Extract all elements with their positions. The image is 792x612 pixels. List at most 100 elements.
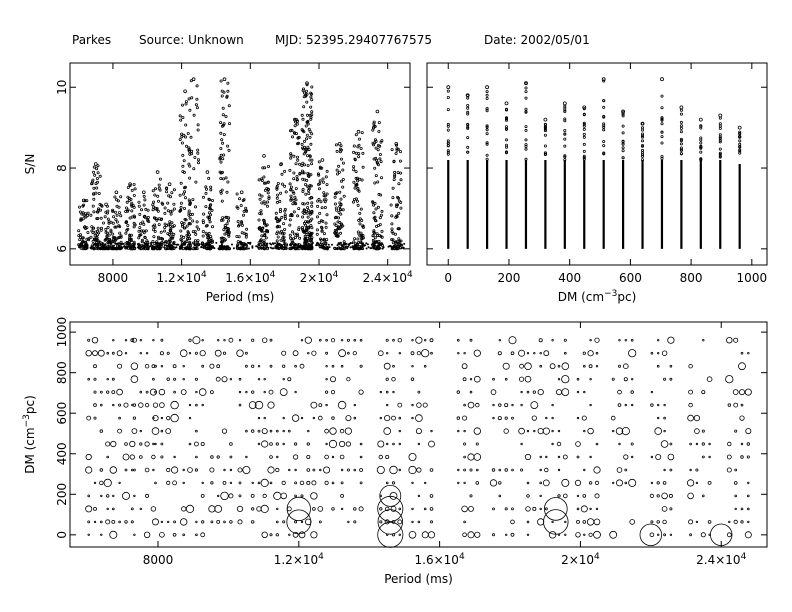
data-point bbox=[276, 245, 279, 248]
data-point bbox=[312, 416, 316, 420]
data-point bbox=[747, 520, 750, 524]
data-point bbox=[340, 481, 344, 485]
data-point bbox=[359, 146, 363, 150]
data-point bbox=[466, 136, 470, 140]
data-point bbox=[656, 494, 660, 498]
data-point bbox=[539, 481, 542, 485]
data-point bbox=[100, 403, 103, 407]
data-point bbox=[622, 363, 629, 370]
data-point bbox=[221, 218, 225, 222]
data-point bbox=[171, 235, 175, 239]
data-point bbox=[261, 531, 268, 538]
data-point bbox=[359, 338, 363, 342]
data-point bbox=[526, 429, 530, 433]
data-point bbox=[99, 480, 104, 486]
data-point bbox=[557, 455, 561, 459]
data-point bbox=[244, 351, 248, 355]
data-point bbox=[466, 110, 470, 114]
data-point bbox=[93, 506, 97, 511]
data-point bbox=[112, 403, 115, 407]
data-point bbox=[85, 505, 93, 513]
data-point bbox=[462, 415, 468, 421]
data-point bbox=[397, 211, 401, 215]
data-point bbox=[282, 235, 286, 239]
data-point bbox=[295, 122, 299, 126]
data-point bbox=[157, 223, 161, 227]
data-point bbox=[106, 225, 110, 229]
data-point bbox=[133, 243, 136, 246]
data-point bbox=[347, 243, 350, 246]
data-point bbox=[359, 481, 363, 485]
data-point bbox=[660, 94, 664, 98]
data-point bbox=[520, 390, 523, 394]
data-point bbox=[87, 237, 91, 241]
data-point bbox=[311, 241, 314, 244]
data-point bbox=[325, 183, 329, 187]
data-point bbox=[679, 105, 684, 110]
data-point bbox=[187, 237, 191, 241]
data-point bbox=[160, 429, 164, 433]
data-point bbox=[125, 206, 129, 210]
data-point bbox=[582, 157, 586, 161]
data-point bbox=[196, 239, 200, 243]
data-point bbox=[359, 246, 362, 248]
data-point bbox=[219, 240, 223, 244]
data-point bbox=[172, 242, 175, 245]
data-point bbox=[302, 171, 306, 175]
data-point bbox=[213, 247, 216, 250]
data-point bbox=[378, 157, 382, 161]
data-point bbox=[336, 247, 339, 250]
data-point bbox=[114, 190, 119, 195]
data-point bbox=[595, 442, 599, 446]
data-point bbox=[718, 152, 722, 156]
data-point bbox=[189, 135, 193, 139]
x-tick-label: 2×104 bbox=[300, 270, 339, 285]
data-point bbox=[411, 416, 414, 420]
data-point bbox=[124, 339, 128, 342]
data-point bbox=[225, 190, 229, 194]
data-point bbox=[288, 168, 292, 172]
data-point bbox=[188, 403, 192, 407]
data-point bbox=[112, 339, 115, 342]
data-point bbox=[340, 247, 344, 251]
data-point bbox=[563, 338, 567, 342]
data-point bbox=[306, 154, 310, 158]
data-point bbox=[169, 245, 172, 248]
data-point bbox=[621, 140, 625, 144]
data-point bbox=[190, 96, 194, 100]
data-point bbox=[178, 193, 182, 197]
data-point bbox=[155, 170, 160, 174]
data-point bbox=[503, 428, 509, 434]
data-point bbox=[339, 179, 343, 183]
data-point bbox=[338, 440, 346, 448]
data-point bbox=[223, 247, 226, 250]
data-point bbox=[188, 352, 192, 355]
data-point bbox=[278, 210, 282, 214]
data-point bbox=[92, 192, 96, 196]
data-point bbox=[594, 337, 600, 343]
data-point bbox=[650, 455, 654, 459]
data-point bbox=[141, 244, 144, 247]
data-point bbox=[117, 236, 121, 240]
x-axis-label: Period (ms) bbox=[206, 290, 275, 304]
data-point bbox=[657, 352, 660, 355]
data-point bbox=[361, 151, 365, 155]
data-point bbox=[300, 494, 304, 498]
data-point bbox=[356, 129, 361, 134]
data-point bbox=[168, 239, 172, 243]
data-point bbox=[304, 89, 308, 93]
data-point bbox=[397, 237, 401, 241]
data-point bbox=[132, 182, 136, 186]
data-point bbox=[139, 390, 143, 394]
data-point bbox=[661, 350, 668, 356]
data-point bbox=[255, 245, 258, 248]
data-point bbox=[393, 175, 397, 179]
data-point bbox=[181, 153, 185, 157]
data-point bbox=[367, 246, 370, 249]
data-point bbox=[111, 377, 115, 381]
data-point bbox=[152, 339, 155, 342]
data-point bbox=[294, 468, 297, 472]
data-point bbox=[307, 429, 310, 433]
data-point bbox=[267, 196, 271, 200]
data-point bbox=[181, 222, 185, 226]
